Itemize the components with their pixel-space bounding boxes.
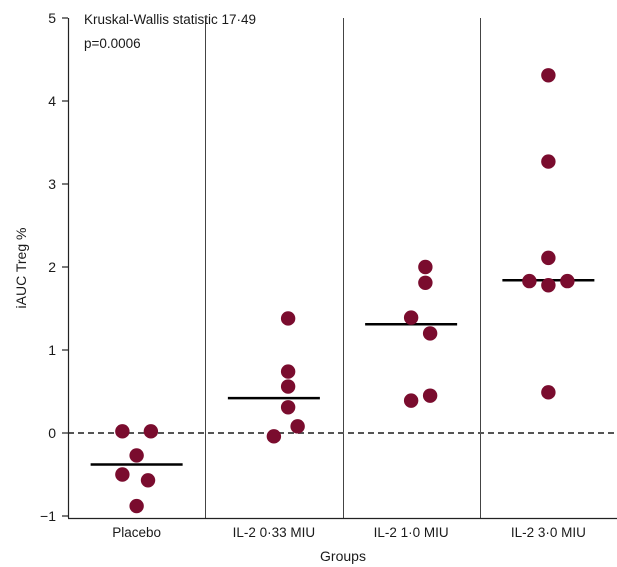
y-tick-label: 0 — [48, 425, 56, 441]
data-point — [541, 385, 556, 400]
y-tick-label: 5 — [48, 10, 56, 26]
data-point — [560, 273, 575, 289]
group-separators — [205, 18, 481, 518]
data-point — [280, 379, 296, 394]
x-category-labels: Placebo IL-2 0·33 MIU IL-2 1·0 MIU IL-2 3·0… — [112, 525, 586, 540]
y-axis-title: iAUC Treg % — [13, 228, 29, 309]
data-point — [280, 364, 296, 379]
data-point — [541, 154, 556, 169]
data-point — [266, 429, 282, 444]
data-point — [418, 259, 433, 275]
y-axis: −1 0 1 2 3 4 5 — [40, 10, 70, 524]
y-tick-label: 1 — [48, 342, 56, 358]
data-point — [290, 419, 305, 434]
data-point — [129, 448, 144, 463]
data-point — [422, 326, 438, 341]
data-point — [280, 400, 296, 415]
y-tick-label: −1 — [40, 508, 56, 524]
data-point — [129, 498, 144, 514]
data-point — [115, 424, 130, 439]
data-point — [522, 273, 537, 289]
y-tick-label: 2 — [48, 259, 56, 275]
y-tick-label: 3 — [48, 176, 56, 192]
median-lines — [90, 279, 595, 466]
x-category-label: IL-2 0·33 MIU — [233, 525, 316, 540]
x-category-label: IL-2 3·0 MIU — [511, 525, 586, 540]
annotation-pvalue: p=0.0006 — [84, 36, 141, 51]
x-axis-title: Groups — [320, 548, 366, 564]
data-point — [541, 68, 556, 83]
x-category-label: Placebo — [112, 525, 161, 540]
x-category-label: IL-2 1·0 MIU — [374, 525, 449, 540]
data-point — [541, 278, 556, 293]
data-point — [541, 250, 556, 266]
data-point — [143, 424, 159, 439]
data-point — [280, 311, 296, 326]
data-points — [115, 68, 575, 514]
data-point — [403, 393, 419, 408]
data-point — [422, 388, 438, 403]
data-point — [403, 310, 419, 325]
data-point — [140, 473, 156, 488]
y-tick-label: 4 — [48, 93, 56, 109]
y-ticks: −1 0 1 2 3 4 5 — [40, 10, 68, 524]
annotation-statistic: Kruskal-Wallis statistic 17·49 — [84, 12, 256, 27]
data-point — [115, 467, 130, 482]
data-point — [418, 275, 433, 290]
